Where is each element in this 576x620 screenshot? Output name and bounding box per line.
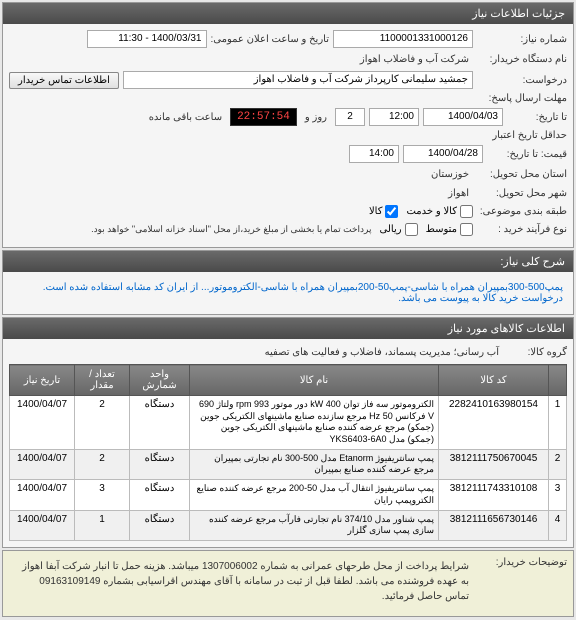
cell-qty: 2: [75, 449, 130, 479]
cell-idx: 3: [549, 480, 567, 510]
cb-medium[interactable]: متوسط: [426, 223, 473, 236]
deadline-date: 1400/04/03: [423, 108, 503, 126]
cell-date: 1400/04/07: [10, 396, 75, 450]
cell-qty: 1: [75, 510, 130, 540]
validity-label: حداقل تاریخ اعتبار: [477, 130, 567, 141]
table-row: 43812111656730146پمپ شناور مدل 374/10 نا…: [10, 510, 567, 540]
col-name: نام کالا: [190, 365, 439, 396]
announce-label: تاریخ و ساعت اعلان عمومی:: [211, 34, 330, 45]
process-label: نوع فرآیند خرید :: [477, 224, 567, 235]
items-table: کد کالا نام کالا واحد شمارش تعداد / مقدا…: [9, 364, 567, 541]
items-panel-header: اطلاعات کالاهای مورد نیاز: [3, 318, 573, 339]
col-date: تاریخ نیاز: [10, 365, 75, 396]
need-no-value: 1100001331000126: [333, 30, 473, 48]
validity-date: 1400/04/28: [403, 145, 483, 163]
cell-date: 1400/04/07: [10, 510, 75, 540]
cell-idx: 4: [549, 510, 567, 540]
contact-button[interactable]: اطلاعات تماس خریدار: [9, 72, 119, 89]
cb-medium-input[interactable]: [460, 223, 473, 236]
requester-value: جمشید سلیمانی کارپرداز شرکت آب و فاضلاب …: [123, 71, 473, 89]
announce-value: 1400/03/31 - 11:30: [87, 30, 207, 48]
deadline-to-label: تا تاریخ:: [507, 112, 567, 123]
cell-idx: 2: [549, 449, 567, 479]
cell-code: 2282410163980154: [439, 396, 549, 450]
buyer-value: شرکت آب و فاضلاب اهواز: [9, 52, 473, 67]
timer-label: ساعت باقی مانده: [145, 110, 226, 125]
city-value: اهواز: [444, 186, 473, 201]
cell-idx: 1: [549, 396, 567, 450]
validity-time: 14:00: [349, 145, 399, 163]
days-label: روز و: [301, 110, 331, 125]
budget-label: طبقه بندی موضوعی:: [477, 206, 567, 217]
cell-name: پمپ سانتریفیوژ انتقال آب مدل 50-200 مرجع…: [190, 480, 439, 510]
items-panel: اطلاعات کالاهای مورد نیاز گروه کالا: آب …: [2, 317, 574, 548]
col-qty: تعداد / مقدار: [75, 365, 130, 396]
city-label: شهر محل تحویل:: [477, 188, 567, 199]
cell-unit: دستگاه: [130, 396, 190, 450]
table-row: 33812111743310108پمپ سانتریفیوژ انتقال آ…: [10, 480, 567, 510]
cell-unit: دستگاه: [130, 449, 190, 479]
conditions-label: توضیحات خریدار:: [477, 557, 567, 568]
conditions-panel: توضیحات خریدار: شرایط پرداخت از محل طرحه…: [2, 550, 574, 617]
cell-qty: 3: [75, 480, 130, 510]
need-title-text: پمپ500-300بمپیران همراه با شاسی-پمپ50-20…: [9, 278, 567, 308]
requester-label: درخواست:: [477, 75, 567, 86]
cell-date: 1400/04/07: [10, 449, 75, 479]
cell-qty: 2: [75, 396, 130, 450]
validity-to-label: قیمت: تا تاریخ:: [487, 149, 567, 160]
info-panel: جزئیات اطلاعات نیاز شماره نیاز: 11000013…: [2, 2, 574, 248]
cell-name: پمپ شناور مدل 374/10 نام تجارتی فارآب مر…: [190, 510, 439, 540]
countdown-timer: 22:57:54: [230, 108, 297, 126]
cb-riali[interactable]: ریالی: [380, 223, 418, 236]
need-no-label: شماره نیاز:: [477, 34, 567, 45]
col-code: کد کالا: [439, 365, 549, 396]
cell-code: 3812111656730146: [439, 510, 549, 540]
buyer-label: نام دستگاه خریدار:: [477, 54, 567, 65]
cell-unit: دستگاه: [130, 510, 190, 540]
conditions-text: شرایط پرداخت از محل طرحهای عمرانی به شما…: [9, 557, 473, 606]
info-panel-header: جزئیات اطلاعات نیاز: [3, 3, 573, 24]
province-value: خوزستان: [427, 167, 473, 182]
cell-unit: دستگاه: [130, 480, 190, 510]
need-title-panel: شرح کلی نیاز: پمپ500-300بمپیران همراه با…: [2, 250, 574, 315]
cell-name: پمپ سانتریفیوژ Etanorm مدل 500-300 نام ت…: [190, 449, 439, 479]
need-title-header: شرح کلی نیاز:: [3, 251, 573, 272]
group-label: گروه کالا:: [507, 347, 567, 358]
cb-kala-khedmat[interactable]: کالا و خدمت: [406, 205, 473, 218]
col-unit: واحد شمارش: [130, 365, 190, 396]
group-value: آب رسانی؛ مدیریت پسماند، فاضلاب و فعالیت…: [261, 345, 503, 360]
process-note: پرداخت تمام یا بخشی از مبلغ خرید،از محل …: [87, 222, 375, 237]
col-idx: [549, 365, 567, 396]
cb-kala-input[interactable]: [385, 205, 398, 218]
cell-code: 3812111743310108: [439, 480, 549, 510]
days-left: 2: [335, 108, 365, 126]
province-label: استان محل تحویل:: [477, 169, 567, 180]
table-row: 23812111750670045پمپ سانتریفیوژ Etanorm …: [10, 449, 567, 479]
cb-riali-input[interactable]: [405, 223, 418, 236]
deadline-time: 12:00: [369, 108, 419, 126]
cell-code: 3812111750670045: [439, 449, 549, 479]
cb-kala[interactable]: کالا: [369, 205, 399, 218]
cell-name: الکتروموتور سه فاز توان 400 kW دور موتور…: [190, 396, 439, 450]
table-row: 12282410163980154الکتروموتور سه فاز توان…: [10, 396, 567, 450]
cell-date: 1400/04/07: [10, 480, 75, 510]
cb-kala-khedmat-input[interactable]: [460, 205, 473, 218]
deadline-label: مهلت ارسال پاسخ:: [477, 93, 567, 104]
